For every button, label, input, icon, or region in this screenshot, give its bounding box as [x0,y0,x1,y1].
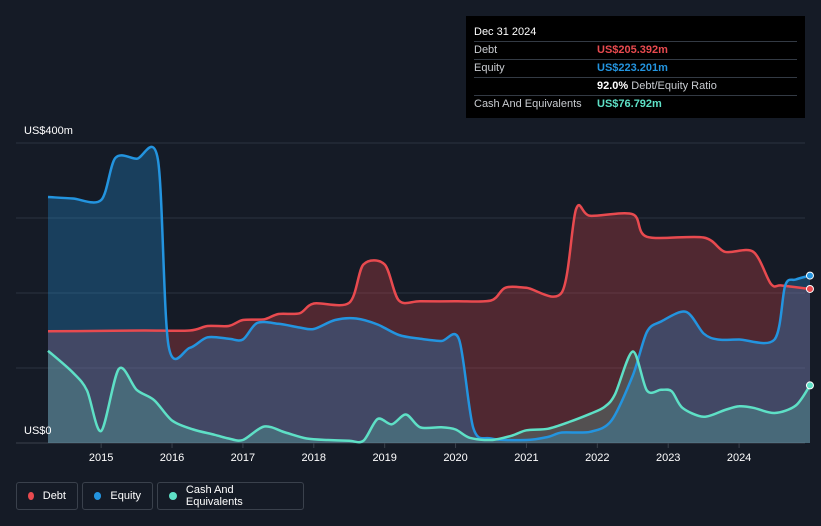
data-tooltip: Dec 31 2024 Debt US$205.392m Equity US$2… [466,16,805,118]
legend-item-cash[interactable]: Cash And Equivalents [157,482,304,510]
x-tick-label: 2022 [585,452,609,464]
tooltip-value: 92.0% Debt/Equity Ratio [597,78,717,94]
x-tick-label: 2019 [372,452,396,464]
tooltip-label [474,78,597,94]
debt-legend-dot [28,492,34,500]
tooltip-row-ratio: 92.0% Debt/Equity Ratio [474,77,797,94]
ratio-value: 92.0% [597,80,629,92]
equity-line [47,145,811,442]
gridlines [16,142,805,444]
x-tick-label: 2018 [302,452,326,464]
tooltip-value: US$76.792m [597,98,662,110]
tooltip-value: US$205.392m [597,44,668,56]
series-lines [47,145,812,444]
x-tick-label: 2015 [89,452,113,464]
legend-item-debt[interactable]: Debt [16,482,78,510]
x-tick-label: 2023 [656,452,680,464]
x-tick-label: 2024 [727,452,751,464]
tooltip-label: Cash And Equivalents [474,98,582,110]
debt-line [47,203,811,333]
cash-area [48,350,810,443]
tooltip-row-debt: Debt US$205.392m [474,41,797,58]
x-tick-label: 2016 [160,452,184,464]
legend-label: Equity [110,490,141,502]
x-axis-ticks: 2015 2016 2017 2018 2019 2020 2021 2022 2023 2024 [89,443,751,464]
legend-item-equity[interactable]: Equity [82,482,153,510]
tooltip-row-equity: Equity US$223.201m [474,59,797,76]
tooltip-row-cash: Cash And Equivalents US$76.792m [474,95,797,112]
legend-label: Cash And Equivalents [185,484,243,508]
ratio-caption: Debt/Equity Ratio [631,80,717,92]
cash-line [47,349,812,444]
series-areas [48,146,810,443]
end-markers [805,271,814,390]
tooltip-value: US$223.201m [597,62,668,74]
x-tick-label: 2021 [514,452,538,464]
tooltip-date: Dec 31 2024 [474,26,537,38]
y-axis-max-label: US$400m [24,125,73,137]
equity-area [48,146,810,443]
tooltip-label: Equity [474,62,505,74]
cash-legend-dot [169,492,177,500]
y-axis-min-label: US$0 [24,425,52,437]
cash-end-marker [805,381,814,390]
x-tick-label: 2020 [443,452,467,464]
x-tick-label: 2017 [231,452,255,464]
tooltip-label: Debt [474,44,498,56]
equity-legend-dot [94,492,102,500]
equity-end-marker [805,271,814,280]
debt-end-marker [805,284,814,293]
legend-label: Debt [42,490,66,502]
